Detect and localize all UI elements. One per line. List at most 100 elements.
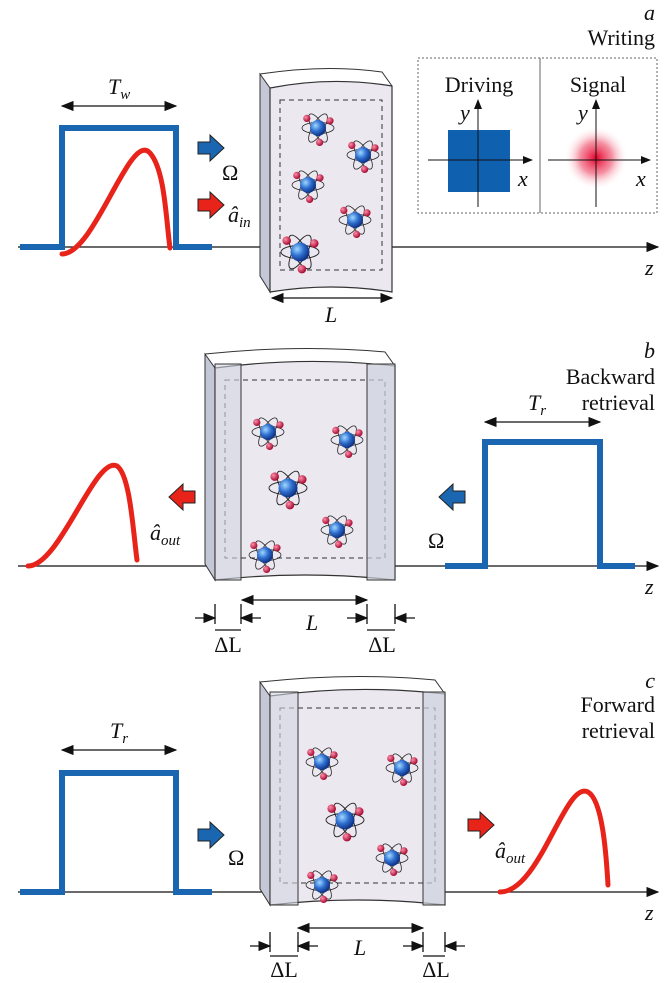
electron	[345, 451, 352, 458]
driving-label: Ω	[222, 160, 238, 185]
electron	[266, 443, 273, 450]
electron	[273, 544, 280, 551]
driving-pulse	[445, 442, 635, 566]
nucleus	[279, 479, 298, 498]
pulse-label: Tw	[108, 74, 130, 103]
electron	[282, 236, 291, 245]
electron	[377, 845, 384, 852]
driving-profile	[448, 130, 510, 192]
nucleus	[394, 760, 410, 776]
electron	[306, 196, 313, 203]
driving-arrow	[439, 484, 465, 510]
electron	[330, 874, 337, 881]
length-label: L	[324, 302, 337, 327]
cell-slab	[367, 364, 395, 580]
electron	[400, 779, 407, 786]
panel-title: Forward	[580, 692, 655, 717]
electron	[263, 566, 270, 573]
electron	[298, 475, 307, 484]
panel-title: Writing	[587, 25, 655, 50]
electron	[343, 833, 352, 842]
inset-axis-label: x	[635, 166, 646, 191]
signal-arrow	[198, 192, 224, 218]
axis-label: z	[644, 255, 654, 280]
driving-arrow	[198, 822, 224, 848]
inset-axis-label: y	[458, 100, 470, 125]
delta-label: ΔL	[422, 957, 450, 982]
nucleus	[310, 120, 326, 136]
driving-arrow	[198, 135, 224, 161]
nucleus	[314, 877, 330, 893]
nucleus	[329, 522, 345, 538]
electron	[316, 174, 323, 181]
signal-label: âout	[150, 520, 181, 549]
electron	[293, 172, 300, 179]
cell-side	[260, 74, 270, 292]
electron	[340, 207, 347, 214]
panel-title: retrieval	[582, 718, 655, 743]
nucleus	[384, 850, 400, 866]
electron	[310, 239, 319, 248]
driving-label: Ω	[428, 528, 444, 553]
electron	[316, 139, 323, 146]
driving-label: Ω	[228, 845, 244, 870]
electron	[322, 517, 329, 524]
signal-pulse	[62, 150, 170, 254]
electron	[355, 429, 362, 436]
electron	[330, 751, 337, 758]
length-label: L	[353, 935, 366, 960]
signal-label: âout	[495, 838, 526, 867]
cell-slab	[270, 692, 298, 905]
electron	[270, 472, 279, 481]
signal-pulse	[500, 791, 608, 892]
axis-label: z	[644, 900, 654, 925]
electron	[320, 896, 327, 903]
electron	[335, 541, 342, 548]
electron	[332, 427, 339, 434]
electron	[355, 807, 364, 816]
electron	[348, 142, 355, 149]
delta-label: ΔL	[270, 957, 298, 982]
panel-letter: b	[644, 338, 655, 363]
cell-face	[270, 81, 392, 292]
electron	[307, 872, 314, 879]
pulse-label: Tr	[528, 390, 546, 419]
length-label: L	[305, 610, 318, 635]
inset-title: Driving	[445, 72, 513, 97]
electron	[307, 749, 314, 756]
electron	[303, 115, 310, 122]
figure: a Writing Tw Ω âin L z Driving Signal y …	[0, 0, 667, 983]
panel-letter: c	[645, 668, 655, 693]
electron	[327, 804, 336, 813]
delta-label: ΔL	[368, 632, 396, 657]
electron	[298, 265, 307, 274]
inset-axis-label: y	[576, 100, 588, 125]
signal-arrow	[169, 484, 195, 510]
nucleus	[336, 811, 355, 830]
electron	[400, 847, 407, 854]
electron	[276, 421, 283, 428]
electron	[286, 501, 295, 510]
inset-axis-label: x	[517, 166, 528, 191]
signal-pulse	[28, 465, 137, 566]
nucleus	[300, 177, 316, 193]
driving-pulse	[20, 773, 212, 892]
electron	[361, 166, 368, 173]
nucleus	[260, 424, 276, 440]
panel-title: Backward	[566, 364, 655, 389]
nucleus	[257, 547, 273, 563]
axis-label: z	[644, 574, 654, 599]
nucleus	[291, 243, 310, 262]
panel-title: retrieval	[582, 390, 655, 415]
electron	[250, 542, 257, 549]
electron	[326, 117, 333, 124]
nucleus	[355, 147, 371, 163]
signal-label: âin	[228, 202, 251, 231]
inset-title: Signal	[570, 72, 626, 97]
electron	[371, 144, 378, 151]
cell-side	[260, 682, 270, 905]
electron	[353, 231, 360, 238]
delta-label: ΔL	[214, 632, 242, 657]
electron	[363, 209, 370, 216]
panel-letter: a	[644, 0, 655, 25]
